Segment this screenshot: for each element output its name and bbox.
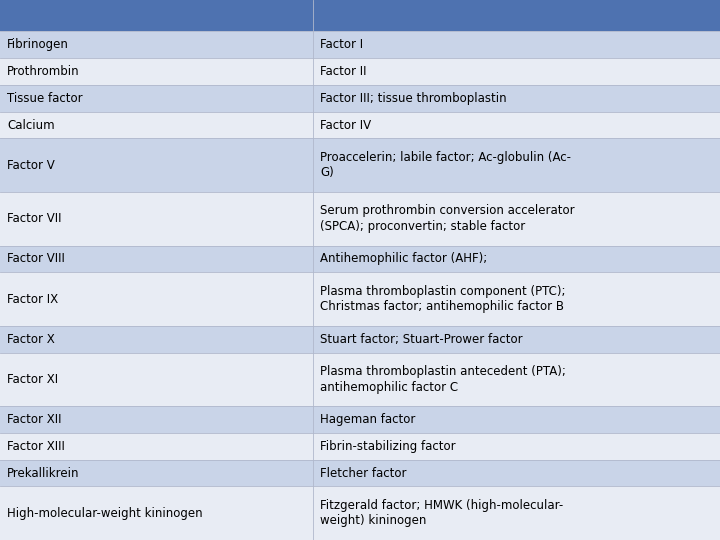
Text: Plasma thromboplastin antecedent (PTA);
antihemophilic factor C: Plasma thromboplastin antecedent (PTA); … xyxy=(320,365,566,394)
Text: Factor XI: Factor XI xyxy=(7,373,58,386)
Bar xyxy=(0,487,720,540)
Bar xyxy=(0,433,720,460)
Text: Hageman factor: Hageman factor xyxy=(320,413,415,426)
Text: Plasma thromboplastin component (PTC);
Christmas factor; antihemophilic factor B: Plasma thromboplastin component (PTC); C… xyxy=(320,285,566,313)
Text: Factor VII: Factor VII xyxy=(7,212,62,225)
Text: Fibrinogen: Fibrinogen xyxy=(7,38,69,51)
Text: Fitzgerald factor; HMWK (high-molecular-
weight) kininogen: Fitzgerald factor; HMWK (high-molecular-… xyxy=(320,499,564,528)
Bar xyxy=(0,112,720,138)
Text: Factor V: Factor V xyxy=(7,159,55,172)
Text: Factor I: Factor I xyxy=(320,38,364,51)
Text: Tissue factor: Tissue factor xyxy=(7,92,83,105)
Text: High-molecular-weight kininogen: High-molecular-weight kininogen xyxy=(7,507,203,519)
Text: Factor IV: Factor IV xyxy=(320,118,372,132)
Text: Prothrombin: Prothrombin xyxy=(7,65,80,78)
Text: Factor II: Factor II xyxy=(320,65,367,78)
Text: Proaccelerin; labile factor; Ac-globulin (Ac-
G): Proaccelerin; labile factor; Ac-globulin… xyxy=(320,151,572,179)
Text: Factor IX: Factor IX xyxy=(7,293,58,306)
Text: Factor XIII: Factor XIII xyxy=(7,440,65,453)
Bar xyxy=(0,31,720,58)
Text: Calcium: Calcium xyxy=(7,118,55,132)
Text: Prekallikrein: Prekallikrein xyxy=(7,467,80,480)
Bar xyxy=(0,272,720,326)
Bar xyxy=(0,138,720,192)
Bar xyxy=(0,460,720,487)
Text: Serum prothrombin conversion accelerator
(SPCA); proconvertin; stable factor: Serum prothrombin conversion accelerator… xyxy=(320,205,575,233)
Bar xyxy=(0,58,720,85)
Text: Stuart factor; Stuart-Prower factor: Stuart factor; Stuart-Prower factor xyxy=(320,333,523,346)
Bar xyxy=(0,192,720,246)
Text: Fletcher factor: Fletcher factor xyxy=(320,467,407,480)
Bar xyxy=(0,406,720,433)
Text: Antihemophilic factor (AHF);: Antihemophilic factor (AHF); xyxy=(320,252,487,265)
Text: Fibrin-stabilizing factor: Fibrin-stabilizing factor xyxy=(320,440,456,453)
Text: Factor XII: Factor XII xyxy=(7,413,62,426)
Bar xyxy=(0,0,720,31)
Bar xyxy=(0,353,720,406)
Bar xyxy=(0,246,720,272)
Bar xyxy=(0,85,720,112)
Text: Factor III; tissue thromboplastin: Factor III; tissue thromboplastin xyxy=(320,92,507,105)
Bar xyxy=(0,326,720,353)
Text: Factor VIII: Factor VIII xyxy=(7,252,65,265)
Text: Factor X: Factor X xyxy=(7,333,55,346)
